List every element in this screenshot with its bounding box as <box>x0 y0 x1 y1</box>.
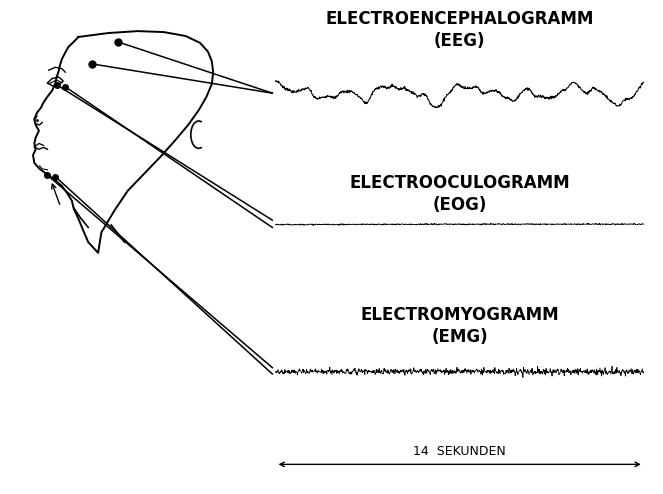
Text: ELECTROOCULOGRAMM
(EOG): ELECTROOCULOGRAMM (EOG) <box>349 174 570 214</box>
Text: ELECTROENCEPHALOGRAMM
(EEG): ELECTROENCEPHALOGRAMM (EEG) <box>326 10 594 50</box>
Text: 14  SEKUNDEN: 14 SEKUNDEN <box>413 445 506 458</box>
Text: ELECTROMYOGRAMM
(EMG): ELECTROMYOGRAMM (EMG) <box>361 306 559 346</box>
